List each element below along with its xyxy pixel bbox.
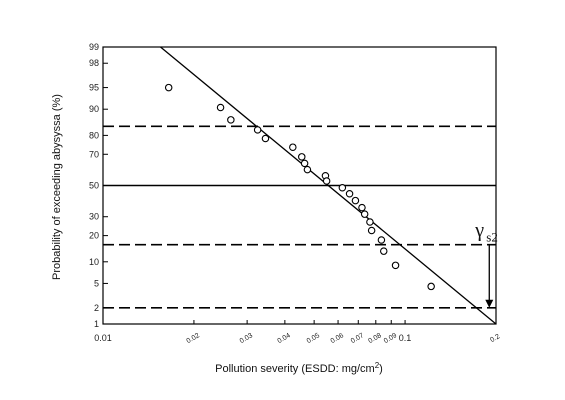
data-point-4 xyxy=(261,134,270,143)
data-point-2 xyxy=(227,116,235,124)
fit-line xyxy=(160,46,497,325)
y-axis-label: Probability of exceeding abysyssa (%) xyxy=(51,94,63,280)
y-tick-label-6: 50 xyxy=(89,181,99,191)
x-tick-label-3: 0.04 xyxy=(276,332,291,345)
data-point-21 xyxy=(427,282,435,291)
y-tick-label-8: 80 xyxy=(89,130,99,140)
gamma-annotation: γ s2 xyxy=(474,220,498,308)
x-tick-label-8: 0.09 xyxy=(383,332,398,345)
x-tick-label-7: 0.08 xyxy=(367,332,382,345)
y-tick-label-3: 10 xyxy=(89,257,99,267)
data-point-5 xyxy=(289,143,297,151)
data-point-0 xyxy=(164,83,173,92)
y-tick-label-4: 20 xyxy=(89,231,99,241)
y-tick-label-0: 1 xyxy=(94,319,99,329)
data-point-17 xyxy=(367,226,376,235)
data-point-19 xyxy=(379,247,388,255)
fit-line-group xyxy=(160,46,497,325)
y-tick-label-1: 2 xyxy=(94,303,99,313)
x-tick-label-5: 0.06 xyxy=(330,332,345,345)
x-tick-label-4: 0.05 xyxy=(306,332,321,345)
y-tick-label-9: 90 xyxy=(89,104,99,114)
x-axis-label-sup: 2 xyxy=(375,361,380,370)
y-axis-ticks: 1 2 5 10 20 30 50 70 80 90 95 98 99 xyxy=(89,42,108,329)
x-axis-label-end: ) xyxy=(379,363,383,375)
y-tick-label-5: 30 xyxy=(89,212,99,222)
x-axis-label: Pollution severity (ESDD: mg/cm2) xyxy=(215,361,383,375)
y-tick-label-10: 95 xyxy=(89,83,99,93)
x-tick-label-0: 0.01 xyxy=(94,333,112,343)
x-tick-label-10: 0.2 xyxy=(489,333,501,344)
annotation-arrow-head xyxy=(485,299,494,308)
data-point-20 xyxy=(391,261,400,270)
y-tick-label-2: 5 xyxy=(94,278,99,288)
data-point-7 xyxy=(300,159,309,168)
y-tick-label-11: 98 xyxy=(89,58,99,68)
y-tick-label-12: 99 xyxy=(89,42,99,52)
x-tick-label-1: 0.02 xyxy=(186,332,201,345)
data-point-6 xyxy=(298,153,306,161)
data-point-3 xyxy=(253,126,262,134)
gamma-subscript: s2 xyxy=(486,230,498,245)
data-point-11 xyxy=(338,183,347,192)
data-points xyxy=(164,83,435,291)
y-tick-label-7: 70 xyxy=(89,149,99,159)
x-tick-label-2: 0.03 xyxy=(239,332,254,345)
data-point-15 xyxy=(360,210,369,218)
reference-lines xyxy=(103,125,496,309)
data-point-14 xyxy=(358,203,366,212)
data-point-16 xyxy=(366,218,374,226)
data-point-12 xyxy=(345,189,354,198)
data-point-13 xyxy=(351,196,360,205)
data-point-1 xyxy=(216,103,225,112)
x-tick-label-6: 0.07 xyxy=(350,332,365,345)
gamma-symbol: γ xyxy=(474,220,484,242)
x-tick-label-9: 0.1 xyxy=(399,333,412,343)
data-point-10 xyxy=(322,177,331,185)
data-point-18 xyxy=(377,236,386,244)
x-axis-label-main: Pollution severity (ESDD: mg/cm xyxy=(215,363,375,375)
data-point-8 xyxy=(303,165,312,174)
